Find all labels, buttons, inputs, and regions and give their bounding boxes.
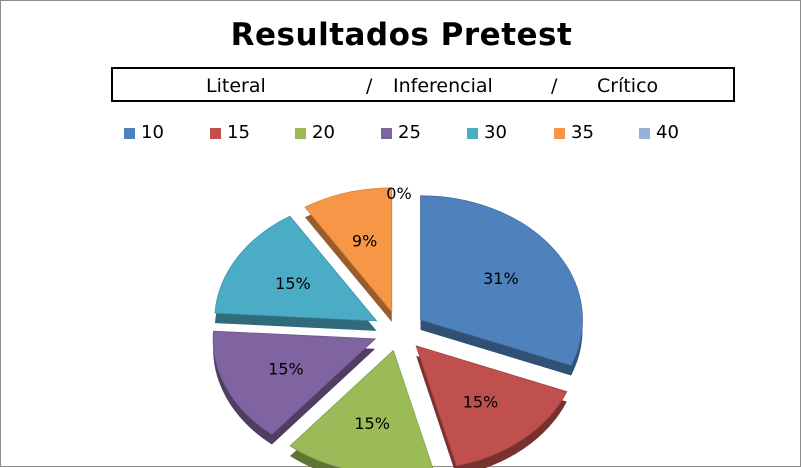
subtitle-separator-2: / (551, 75, 558, 97)
subtitle-critico: Crítico (597, 75, 659, 97)
pie-slice-35 (304, 187, 393, 313)
pie-slice-20 (289, 349, 434, 468)
legend-swatch-30 (467, 128, 478, 139)
legend-label-35: 35 (571, 122, 594, 143)
legend-swatch-15 (210, 128, 221, 139)
pie-label-30: 15% (275, 274, 311, 293)
legend-swatch-20 (295, 128, 306, 139)
legend-swatch-35 (554, 128, 565, 139)
legend-label-10: 10 (141, 122, 164, 143)
chart-title: Resultados Pretest (230, 17, 573, 53)
pie-label-40: 0% (386, 184, 411, 203)
legend-swatch-10 (124, 128, 135, 139)
legend-swatch-40 (639, 128, 650, 139)
chart-subtitle-box: Literal / Inferencial / Crítico (111, 67, 735, 102)
pie-slice-10 (420, 195, 583, 366)
pie-label-10: 31% (483, 269, 519, 288)
pie-label-25: 15% (268, 359, 304, 378)
subtitle-separator-1: / (366, 75, 373, 97)
pie-label-20: 15% (354, 414, 390, 433)
pie-label-15: 15% (463, 393, 499, 412)
pie-slice-30 (214, 215, 378, 322)
legend-label-40: 40 (656, 122, 679, 143)
subtitle-inferencial: Inferencial (393, 75, 493, 97)
legend-label-20: 20 (312, 122, 335, 143)
pie-slice-25 (212, 330, 377, 435)
subtitle-literal: Literal (206, 75, 266, 97)
legend-label-30: 30 (484, 122, 507, 143)
legend-swatch-25 (381, 128, 392, 139)
legend-label-25: 25 (398, 122, 421, 143)
legend-label-15: 15 (227, 122, 250, 143)
pie-slice-15 (415, 345, 568, 467)
pie-label-35: 9% (352, 231, 377, 250)
